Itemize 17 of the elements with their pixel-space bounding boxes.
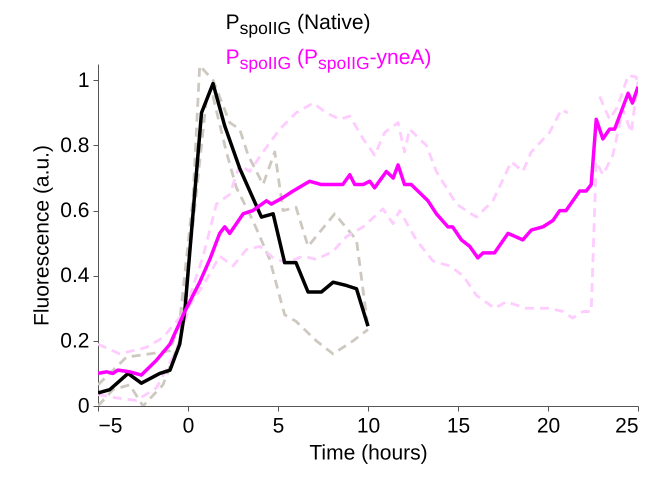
x-axis-title: Time (hours) [309,442,428,464]
y-tick-label: 1 [78,68,90,92]
y-tick-label: 0.6 [60,199,90,222]
y-tick-label: 0.2 [60,329,90,352]
text: P$_{spoIIG}$ (Native) [226,10,372,40]
x-tick-label: 5 [272,414,284,438]
x-tick-label: 15 [446,414,470,438]
y-tick-label: 0.8 [60,134,90,157]
x-tick-label: −5 [98,414,122,438]
x-tick-label: 10 [356,414,380,438]
y-tick-label: 0 [78,394,90,418]
text: P$_{spoIIG}$ (P$_{spoIIG}$-yneA) [226,45,432,76]
x-tick-label: 25 [615,414,638,438]
y-tick-label: 0.4 [60,264,90,288]
x-tick-label: 0 [182,414,194,438]
x-tick-label: 20 [536,414,560,438]
y-axis-title: Fluorescence (a.u.) [30,145,54,326]
